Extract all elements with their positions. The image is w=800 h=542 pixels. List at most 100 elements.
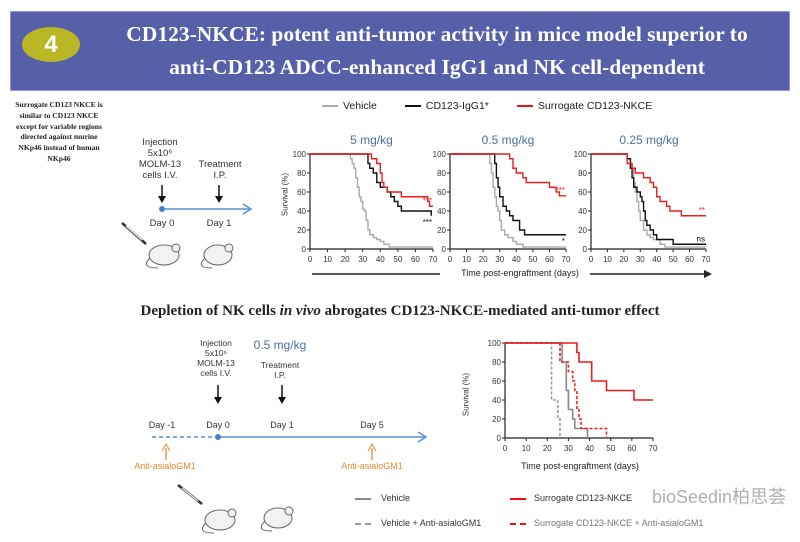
title-line-1: CD123-NKCE: potent anti-tumor activity i… [126,22,748,46]
y-tick-label: 40 [297,207,306,216]
y-tick-label: 60 [297,188,306,197]
x-tick-label: 20 [341,255,350,264]
x-tick-label: 0 [503,444,508,453]
mouse-icon [201,508,237,534]
legend-label: CD123-IgG1* [425,100,489,112]
x-tick-label: 0 [308,255,313,264]
day0-marker [215,434,221,440]
x-tick-label: 70 [562,255,571,264]
arrow-down-icon [278,385,286,404]
y-tick-label: 20 [578,226,587,235]
treatment-text: Treatment [260,360,300,370]
syringe-icon [177,484,203,505]
y-axis-label: Survival (%) [461,372,471,417]
injection-label: Injection 5x10⁶ MOLM-13 cells I.V. [191,338,241,378]
cell-line: MOLM-13 [197,358,235,368]
x-axis-label: Time post-engraftment (days) [461,268,579,278]
x-tick-label: 50 [393,255,402,264]
day1-label: Day 1 [270,420,294,430]
series-line-cd123-igg1- [450,153,566,236]
y-tick-label: 20 [437,226,446,235]
x-tick-label: 30 [636,255,645,264]
series-line-surrogate-cd123-nkce [505,342,653,401]
title-banner [10,11,790,91]
legend-item-igg1: CD123-IgG1* [404,100,489,112]
series-line-cd123-igg1- [591,153,706,245]
day1-label: Day 1 [206,218,232,229]
depletion-label-day-minus1: Anti-asialoGM1 [134,461,196,471]
subtitle-text: abrogates CD123-NKCE-mediated anti-tumor… [320,303,660,319]
x-tick-label: 10 [522,444,531,453]
top-timeline [121,185,253,269]
x-tick-label: 60 [545,255,554,264]
y-axis-label: Survival (%) [280,172,290,217]
cell-count: 5x10⁶ [205,348,227,358]
x-tick-label: 40 [512,255,521,264]
series-line-surrogate-cd123-nkce [450,153,566,197]
x-axis-label: Time post-engraftment (days) [521,461,639,471]
injection-route: cells I.V. [142,170,178,181]
y-tick-label: 40 [437,207,446,216]
series-line-vehicle-anti-asialogm1 [505,342,561,438]
treatment-label: Treatment I.P. [252,360,308,380]
survival-chart-nk-depletion: 0 20 40 60 80 100 0 10 20 30 40 50 60 70 [488,339,658,453]
injection-text: Injection [200,338,232,348]
x-tick-label: 30 [564,444,573,453]
mouse-icon [200,243,234,269]
y-tick-label: 0 [302,245,307,254]
dose-label: 0.5 mg/kg [253,338,307,352]
x-tick-label: 70 [429,255,438,264]
y-tick-label: 0 [442,245,447,254]
x-tick-label: 20 [543,444,552,453]
depletion-label-day5: Anti-asialoGM1 [341,461,403,471]
chart-title-5mgkg: 5 mg/kg [350,133,393,147]
significance-annotation: ** [699,206,705,215]
y-tick-label: 20 [492,415,501,424]
x-tick-label: 50 [669,255,678,264]
bottom-timeline [152,385,428,534]
y-tick-label: 80 [297,169,306,178]
injection-route: cells I.V. [200,368,232,378]
y-tick-label: 20 [297,226,306,235]
y-tick-label: 80 [437,169,446,178]
legend-item-nkce: Surrogate CD123-NKCE [510,493,632,503]
series-line-surrogate-cd123-nkce [591,153,706,217]
mouse-icon [145,243,181,269]
x-tick-label: 70 [702,255,711,264]
x-tick-label: 70 [649,444,658,453]
legend-label: Vehicle [343,100,377,112]
cell-count: 5x10⁶ [147,148,173,159]
treatment-text: Treatment [198,159,242,170]
legend-item-vehicle-depleted: Vehicle + Anti-asialoGM1 [355,518,481,528]
y-tick-label: 60 [437,188,446,197]
x-tick-label: 50 [606,444,615,453]
legend-label: Surrogate CD123-NKCE [537,100,653,112]
series-line-vehicle [310,153,433,248]
y-tick-label: 0 [583,245,588,254]
significance-annotation: ns [697,234,705,243]
survival-chart-5mgkg: 0 20 40 60 80 100 0 10 20 30 40 50 60 70 *** *** [293,150,438,264]
x-tick-label: 0 [589,255,594,264]
x-tick-label: 10 [323,255,332,264]
series-line-vehicle [591,153,706,248]
legend-label: Surrogate CD123-NKCE [534,493,633,503]
significance-annotation: * [562,237,565,246]
x-tick-label: 20 [619,255,628,264]
x-tick-label: 30 [358,255,367,264]
top-legend: Vehicle CD123-IgG1* Surrogate CD123-NKCE [322,100,652,112]
treatment-route: I.P. [274,370,286,380]
legend-item-vehicle: Vehicle [322,100,377,112]
legend-label: Surrogate CD123-NKCE + Anti-asialoGM1 [534,518,704,528]
y-tick-label: 80 [578,169,587,178]
treatment-label: Treatment I.P. [190,159,250,181]
x-tick-label: 0 [448,255,453,264]
subtitle-emphasis: in vivo [279,303,321,319]
section-subtitle: Depletion of NK cells in vivo abrogates … [0,303,800,320]
title-line-2: anti-CD123 ADCC-enhanced IgG1 and NK cel… [169,55,705,79]
treatment-route: I.P. [213,170,227,181]
legend-item-nkce: Surrogate CD123-NKCE [516,100,653,112]
watermark: bioSeedin柏思荟 [652,487,787,507]
legend-label: Vehicle [381,493,411,503]
